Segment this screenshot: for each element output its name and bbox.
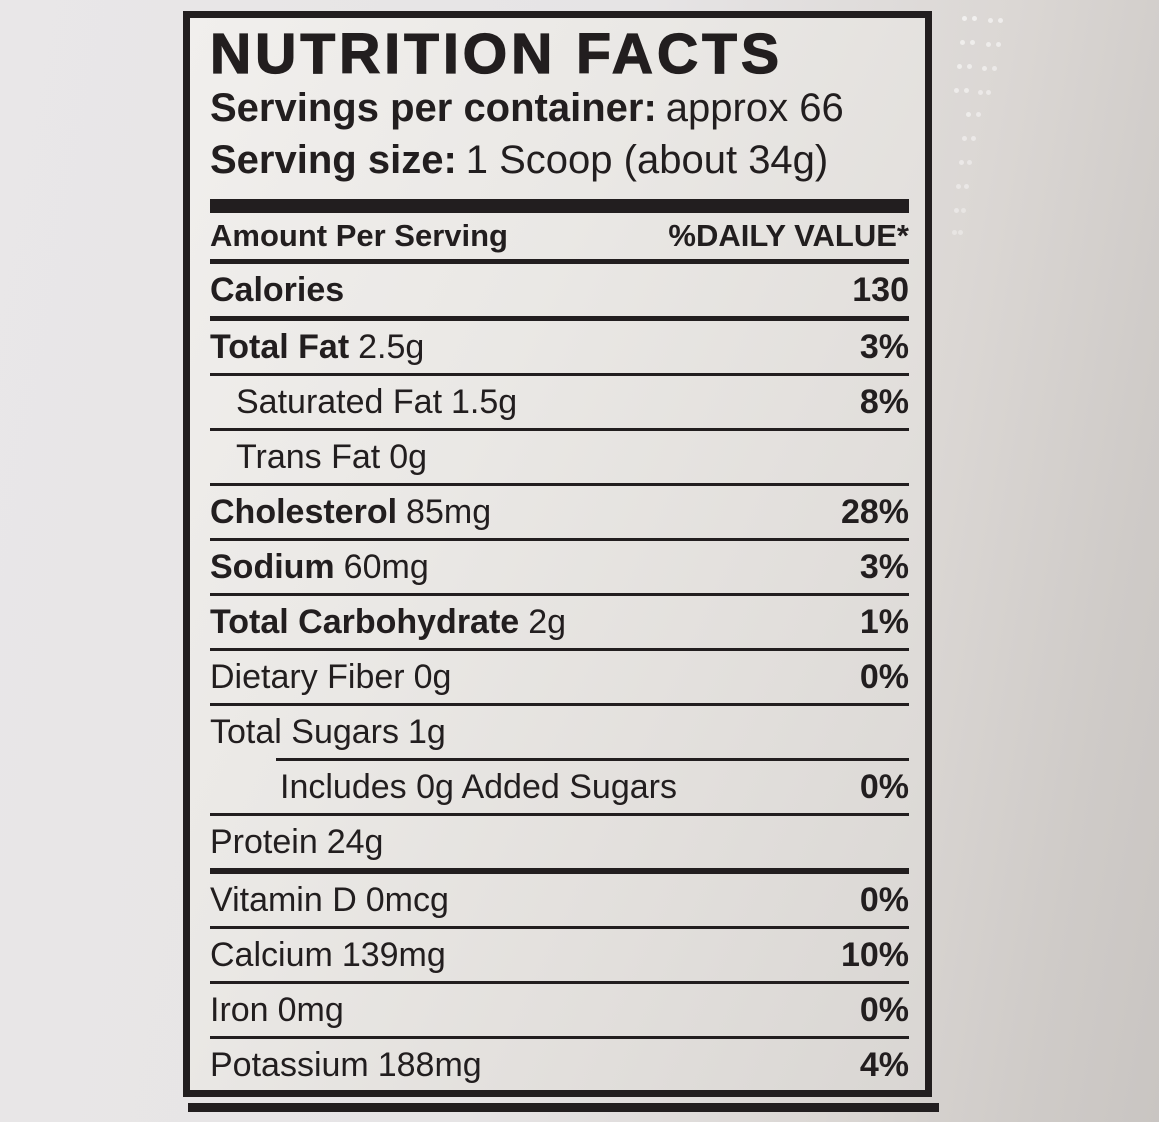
amount-per-serving-header: Amount Per Serving [210,218,508,253]
divider [210,813,909,816]
divider [210,1036,909,1039]
serving-size-label: Serving size: [210,138,457,182]
servings-per-container-value: approx 66 [665,86,844,130]
nutrient-name: Total Carbohydrate [210,602,520,641]
nutrient-name: Calcium [210,935,333,974]
column-header-row: Amount Per Serving %DAILY VALUE* [210,213,909,259]
nutrient-amount: 1g [408,712,446,751]
nutrient-name: Total Sugars [210,712,399,751]
servings-per-container-label: Servings per container: [210,86,657,130]
divider [210,703,909,706]
section-divider-bar [210,199,909,213]
divider [210,316,909,321]
bottle-texture-dots [962,16,967,21]
nutrient-name: Sodium [210,547,335,586]
nutrient-amount: 2g [528,602,567,641]
divider-indented [276,758,909,761]
row-sodium: Sodium 60mg 3% [210,541,909,593]
nutrient-amount: 0g [413,657,452,696]
row-added-sugars: Includes 0g Added Sugars 0% [210,761,909,813]
row-potassium: Potassium 188mg 4% [210,1039,909,1090]
nutrient-name: Trans Fat [236,437,381,476]
row-cholesterol: Cholesterol 85mg 28% [210,486,909,538]
nutrient-name: Total Fat [210,327,350,366]
nutrient-value: 130 [852,270,909,309]
row-calories: Calories 130 [210,264,909,316]
nutrient-name: Dietary Fiber [210,657,405,696]
daily-value-header: %DAILY VALUE* [668,218,909,253]
nutrient-daily-value: 0% [859,657,909,696]
nutrient-daily-value: 1% [859,602,909,641]
nutrient-name: Calories [210,270,345,309]
nutrient-daily-value: 4% [859,1045,909,1084]
nutrient-daily-value: 8% [859,382,909,421]
row-iron: Iron 0mg 0% [210,984,909,1036]
divider [210,593,909,596]
divider [210,926,909,929]
nutrient-daily-value: 0% [859,767,909,806]
row-total-carbohydrate: Total Carbohydrate 2g 1% [210,596,909,648]
nutrient-amount: 1.5g [451,382,518,421]
row-total-fat: Total Fat 2.5g 3% [210,321,909,373]
nutrient-amount: 60mg [343,547,429,586]
divider-heavy [210,868,909,874]
divider [210,428,909,431]
serving-size-value: 1 Scoop (about 34g) [465,138,829,182]
nutrient-name: Potassium [210,1045,369,1084]
row-protein: Protein 24g [210,816,909,868]
row-saturated-fat: Saturated Fat 1.5g 8% [210,376,909,428]
divider [210,538,909,541]
row-total-sugars: Total Sugars 1g [210,706,909,758]
nutrient-amount: 188mg [377,1045,482,1084]
divider [210,483,909,486]
row-trans-fat: Trans Fat 0g [210,431,909,483]
nutrient-amount: 0g [389,437,428,476]
nutrient-daily-value: 3% [859,547,909,586]
divider [210,259,909,264]
nutrient-amount: 85mg [406,492,492,531]
nutrient-daily-value: 0% [859,990,909,1029]
label-bottom-edge-bar [188,1103,939,1112]
nutrient-name: Vitamin D [210,880,357,919]
servings-per-container-line: Servings per container: approx 66 [210,82,909,134]
divider [210,981,909,984]
nutrient-daily-value: 0% [859,880,909,919]
divider [210,373,909,376]
nutrient-name: Protein [210,822,318,861]
nutrient-daily-value: 3% [859,327,909,366]
nutrient-name: Saturated Fat [236,382,443,421]
nutrient-daily-value: 10% [840,935,909,974]
nutrient-amount: 2.5g [358,327,425,366]
nutrient-amount: 24g [326,822,384,861]
nutrition-facts-panel: NUTRITION FACTS Servings per container: a… [183,11,932,1097]
nutrient-amount: 139mg [341,935,446,974]
row-vitamin-d: Vitamin D 0mcg 0% [210,874,909,926]
nutrient-daily-value: 28% [840,492,909,531]
divider [210,648,909,651]
nutrient-name: Includes 0g Added Sugars [280,767,677,806]
nutrient-amount: 0mg [277,990,344,1029]
nutrient-name: Cholesterol [210,492,398,531]
nutrient-amount: 0mcg [365,880,449,919]
row-calcium: Calcium 139mg 10% [210,929,909,981]
panel-title: NUTRITION FACTS [209,22,783,86]
row-dietary-fiber: Dietary Fiber 0g 0% [210,651,909,703]
serving-size-line: Serving size: 1 Scoop (about 34g) [210,134,909,186]
nutrient-name: Iron [210,990,269,1029]
